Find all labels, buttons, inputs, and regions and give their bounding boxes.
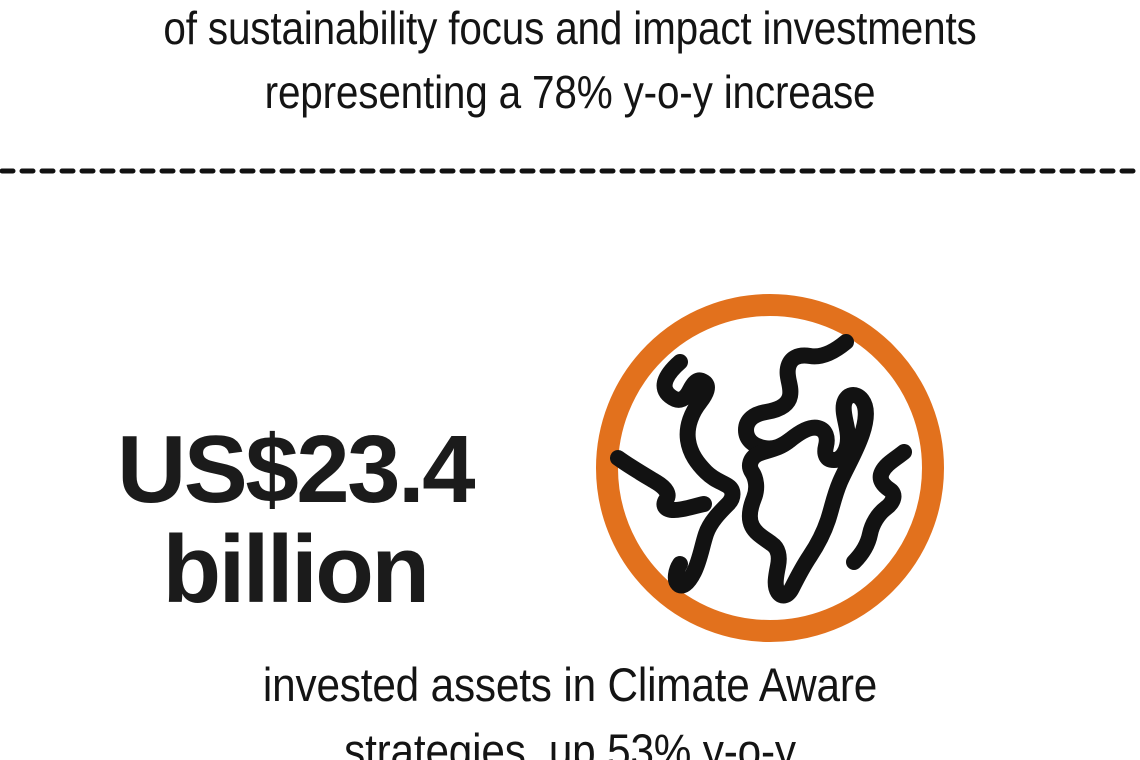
statistic-value-block: US$23.4 billion xyxy=(0,420,590,620)
caption-text-block: invested assets in Climate Aware strateg… xyxy=(0,652,1140,760)
dashed-divider xyxy=(0,165,1140,177)
figure-row: US$23.4 billion xyxy=(0,280,1140,660)
caption-line-1: invested assets in Climate Aware xyxy=(262,658,878,711)
globe-continents xyxy=(610,334,912,604)
headline-line-2: representing a 78% y-o-y increase xyxy=(264,66,876,118)
globe-ring xyxy=(596,294,944,642)
headline-line-1: of sustainability focus and impact inves… xyxy=(163,2,977,54)
statistic-value-line-2: billion xyxy=(162,516,430,623)
globe-icon xyxy=(594,292,946,644)
headline-text-block: of sustainability focus and impact inves… xyxy=(0,0,1140,124)
dashed-divider-graphic xyxy=(0,168,1140,174)
globe-icon-graphic xyxy=(596,294,944,642)
statistic-value-line-1: US$23.4 xyxy=(116,416,476,523)
caption-line-2: strategies, up 53% y-o-y xyxy=(344,724,796,760)
